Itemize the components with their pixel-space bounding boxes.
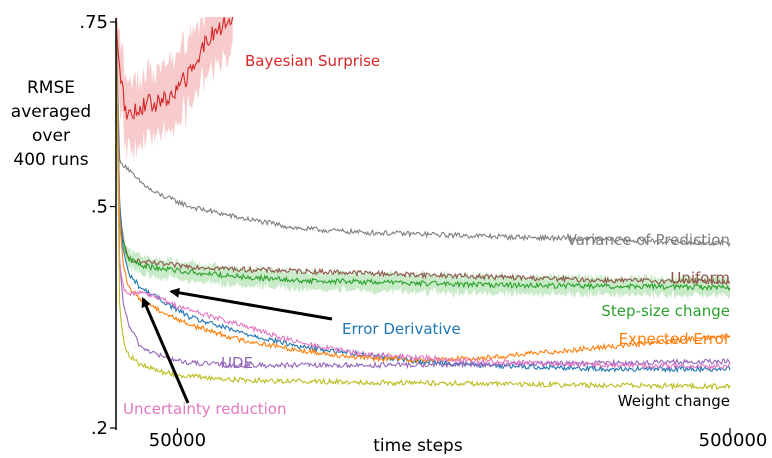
series-label-weight-change: Weight change [618, 392, 730, 410]
y-axis-title-line: RMSE [27, 78, 75, 98]
line-expected-error [115, 21, 731, 364]
annotation-uncertainty-reduction: Uncertainty reduction [123, 400, 286, 418]
series-label-bayesian-surprise: Bayesian Surprise [245, 52, 380, 70]
line-ude [115, 21, 731, 370]
x-axis-title: time steps [373, 436, 463, 454]
line-variance-of-prediction [115, 21, 731, 248]
series-label-uniform: Uniform [670, 269, 730, 287]
line-uncertainty-reduction [115, 21, 731, 371]
line-bayesian-surprise [115, 16, 234, 120]
series-label-variance-of-prediction: Variance of Prediction [567, 231, 730, 249]
y-axis-title-line: averaged [11, 102, 91, 122]
series-label-step-size-change: Step-size change [601, 302, 730, 320]
series-label-expected-error: Expected Error [619, 330, 731, 348]
annotation-arrow-uncertainty-reduction [141, 296, 190, 404]
series-label-ude: UDE [221, 354, 253, 372]
annotation-error-derivative: Error Derivative [342, 320, 461, 338]
line-step-size-change [115, 21, 731, 292]
y-axis-title-line: over [32, 126, 70, 146]
x-tick-label: 50000 [149, 430, 206, 451]
line-uniform [115, 21, 731, 287]
band-step-size-change [116, 17, 730, 301]
y-tick-label: .2 [91, 418, 108, 439]
y-tick-label: .75 [79, 12, 108, 33]
x-tick-label: 500000 [699, 430, 768, 451]
annotation-arrow-error-derivative [169, 287, 333, 321]
y-axis-title-line: 400 runs [13, 150, 88, 170]
line-weight-change [115, 21, 731, 391]
band-bayesian-surprise [116, 17, 233, 163]
y-tick-label: .5 [91, 197, 108, 218]
